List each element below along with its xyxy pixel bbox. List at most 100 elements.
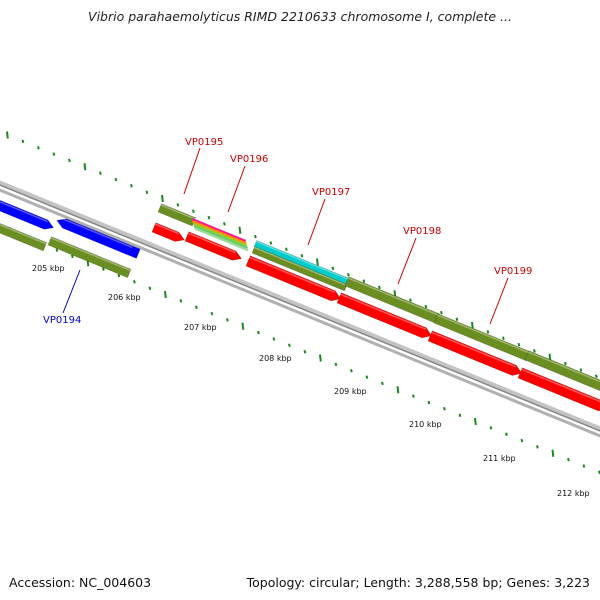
- gene-bar-vp0200[interactable]: [524, 350, 600, 394]
- scale-label-210kbp: 210 kbp: [409, 420, 442, 429]
- gene-label-vp0198[interactable]: VP0198: [403, 226, 441, 237]
- outer-tick: [52, 152, 56, 156]
- cds-bar-vp0193[interactable]: [0, 196, 55, 230]
- inner-tick: [334, 362, 338, 367]
- trna-bar-vp0197-shade: [256, 240, 351, 281]
- inner-tick: [71, 254, 74, 259]
- outer-tick: [176, 203, 180, 207]
- outer-tick: [455, 317, 459, 321]
- inner-tick: [412, 394, 415, 398]
- inner-tick: [179, 299, 183, 303]
- outer-tick: [424, 304, 428, 309]
- inner-tick: [148, 286, 152, 290]
- scale-label-209kbp: 209 kbp: [334, 387, 367, 396]
- inner-tick: [381, 381, 384, 386]
- outer-tick: [471, 321, 474, 330]
- outer-tick: [83, 163, 87, 171]
- backbone-outer: [0, 180, 600, 432]
- outer-tick: [300, 253, 304, 258]
- outer-tick: [223, 222, 226, 226]
- gene-label-vp0194[interactable]: VP0194: [43, 315, 81, 326]
- cds-bar-vp0194-shade: [57, 216, 133, 249]
- inner-tick: [365, 375, 369, 379]
- map-title: Vibrio parahaemolyticus RIMD 2210633 chr…: [88, 9, 512, 24]
- inner-tick: [505, 432, 508, 436]
- inner-tick: [427, 400, 431, 405]
- inner-tick: [582, 464, 586, 468]
- outer-tick: [99, 171, 102, 175]
- cds-bar-vp0195-shade: [154, 223, 179, 235]
- inner-tick: [567, 457, 570, 462]
- gene-label-vp0197[interactable]: VP0197: [312, 187, 350, 198]
- inner-tick: [520, 438, 524, 443]
- inner-tick: [474, 417, 477, 426]
- cds-bar-vp0196[interactable]: [184, 231, 243, 261]
- outer-tick: [502, 336, 505, 340]
- scale-label-205kbp: 205 kbp: [32, 264, 65, 273]
- outer-tick: [285, 247, 288, 252]
- inner-tick: [350, 368, 353, 373]
- inner-tick: [443, 407, 446, 411]
- inner-tick: [117, 273, 121, 278]
- cds-bar-vp0197-shade: [249, 256, 335, 293]
- cds-bar-vp0198-shade: [340, 293, 426, 330]
- cds-bar-vp0194[interactable]: [56, 218, 141, 259]
- gene-bar-vp0193[interactable]: [0, 219, 48, 252]
- gene-bar-vp0197-shade: [254, 246, 348, 287]
- gene-label-vp0196[interactable]: VP0196: [230, 154, 268, 165]
- cds-bar-vp0195[interactable]: [151, 222, 185, 242]
- outer-tick: [21, 139, 25, 144]
- inner-tick: [272, 337, 276, 341]
- rna-stripe: [192, 222, 248, 247]
- cds-bar-vp0198[interactable]: [336, 292, 433, 339]
- callout-line-vp0194: [62, 269, 81, 314]
- outer-tick: [145, 190, 149, 194]
- cds-bar-vp0199[interactable]: [427, 330, 523, 376]
- inner-tick: [303, 349, 307, 354]
- scale-label-211kbp: 211 kbp: [483, 454, 516, 463]
- callout-line-vp0195: [183, 147, 201, 195]
- gene-label-vp0195[interactable]: VP0195: [185, 137, 223, 148]
- inner-tick: [551, 449, 555, 457]
- outer-tick: [595, 374, 598, 379]
- inner-tick: [319, 354, 322, 362]
- outer-tick: [130, 184, 133, 188]
- scale-label-212kbp: 212 kbp: [557, 489, 590, 498]
- outer-tick: [486, 330, 490, 334]
- inner-tick: [396, 386, 400, 394]
- gene-bar-vp0198[interactable]: [344, 276, 440, 324]
- inner-tick: [164, 290, 167, 299]
- gene-bar-vp0194[interactable]: [47, 236, 132, 278]
- gene-bar-vp0195[interactable]: [157, 203, 197, 227]
- inner-tick: [257, 330, 260, 335]
- cds-bar-vp0197[interactable]: [245, 255, 342, 302]
- outer-tick: [161, 194, 164, 203]
- scale-label-206kbp: 206 kbp: [108, 293, 141, 302]
- outer-tick: [254, 234, 257, 239]
- outer-tick: [517, 342, 521, 347]
- outer-tick: [440, 311, 443, 315]
- gene-bar-vp0200-shade: [527, 351, 600, 383]
- outer-tick: [409, 298, 412, 302]
- outer-tick: [192, 209, 195, 213]
- gene-bar-vp0199-shade: [436, 314, 531, 354]
- inner-tick: [489, 426, 493, 430]
- outer-tick: [579, 368, 583, 372]
- inner-tick: [458, 413, 462, 417]
- outer-tick: [331, 266, 335, 271]
- scale-label-208kbp: 208 kbp: [259, 354, 292, 363]
- outer-tick: [564, 361, 567, 366]
- rna-stripe: [191, 217, 247, 243]
- inner-tick: [241, 322, 245, 330]
- outer-tick: [269, 241, 273, 245]
- scale-labels: 205 kbp 206 kbp 207 kbp 208 kbp 209 kbp …: [32, 264, 590, 498]
- callout-line-vp0198: [397, 237, 417, 285]
- rna-stripe: [193, 224, 248, 249]
- gene-bar-vp0194-shade: [50, 237, 131, 272]
- genome-summary-label: Topology: circular; Length: 3,288,558 bp…: [246, 575, 590, 590]
- cds-bar-vp0200[interactable]: [517, 367, 600, 412]
- outer-tick: [347, 272, 350, 277]
- rna-stripe: [193, 227, 249, 252]
- gene-label-vp0199[interactable]: VP0199: [494, 266, 532, 277]
